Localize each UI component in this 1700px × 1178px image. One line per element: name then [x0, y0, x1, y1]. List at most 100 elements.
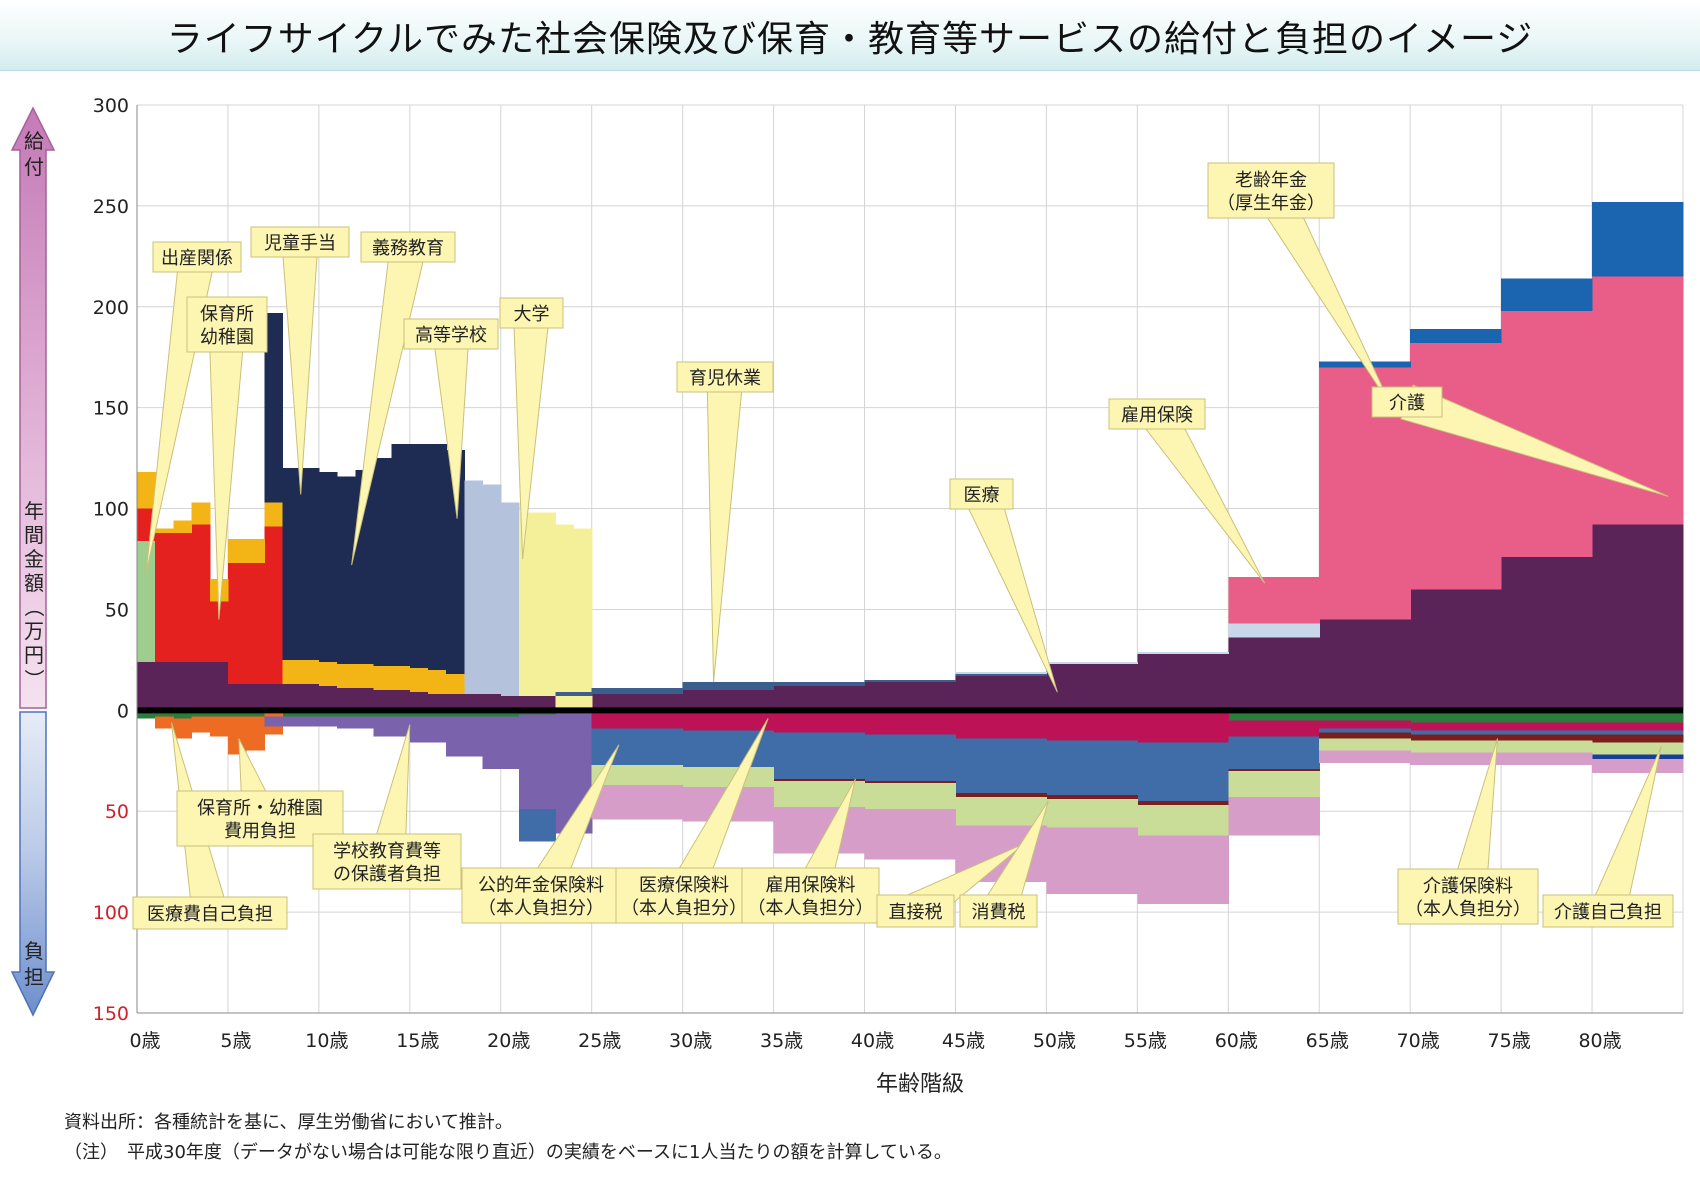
bar-segment [1501, 278, 1593, 311]
bar-segment [191, 710, 211, 717]
bar-segment [264, 312, 284, 503]
callout-label: 消費税 [972, 902, 1026, 923]
callout: 介護自己負担 [1542, 746, 1674, 928]
bar-segment [137, 661, 156, 711]
bar-segment [264, 716, 302, 727]
bar-segment [446, 716, 484, 757]
bar-segment [1228, 577, 1320, 624]
bar-segment [1319, 728, 1411, 733]
x-axis-label: 年齢階級 [876, 1072, 964, 1097]
y-tick-label: 100 [93, 499, 129, 521]
callout-cover [134, 898, 286, 928]
y-tick-label: 0 [117, 700, 129, 722]
callout-label: 出産関係 [161, 248, 233, 269]
bar-segment [955, 674, 1048, 677]
bar-segment [264, 502, 284, 527]
bar-segment [1319, 619, 1411, 711]
callout: 医療 [949, 478, 1058, 693]
bar-segment [227, 710, 247, 717]
callout-label: 高等学校 [415, 325, 487, 346]
title-bar: ライフサイクルでみた社会保険及び保育・教育等サービスの給付と負担のイメージ [0, 0, 1700, 71]
bar-segment [300, 468, 320, 660]
burden-label: 負担 [24, 939, 44, 989]
bar-segment [1137, 742, 1229, 802]
bar-segment [955, 797, 1048, 826]
bar-segment [1410, 343, 1502, 590]
callout: 医療保険料（本人負担分） [615, 718, 769, 924]
bar-segment [1319, 732, 1411, 739]
bar-segment [1046, 661, 1138, 664]
bar-segment [391, 690, 411, 711]
callout-label: （本人負担分） [748, 898, 874, 919]
bar-segment [1501, 730, 1593, 735]
callout: 高等学校 [403, 318, 499, 519]
burden-arrow [10, 711, 56, 1017]
y-tick-label: 150 [93, 398, 129, 420]
bar-segment [1137, 653, 1229, 711]
bar-segment [209, 601, 229, 662]
bar-segment [191, 716, 211, 733]
bar-segment [246, 684, 265, 711]
bar-segment [1137, 712, 1229, 743]
callout-label: 雇用保険料 [766, 875, 856, 896]
bar-segment [1319, 750, 1411, 763]
bar-segment [446, 674, 465, 695]
bar-segment [864, 782, 957, 810]
callout-cover [154, 243, 240, 271]
callout-cover [1399, 870, 1537, 923]
x-tick-label: 20歳 [487, 1030, 530, 1052]
callout-cover [252, 228, 348, 256]
bar-segment [337, 716, 375, 729]
bar-segment [1592, 734, 1684, 743]
burden-stack [137, 710, 1684, 905]
bar-segment [409, 692, 429, 711]
bar-segment [1046, 740, 1138, 796]
side-char: 金 [24, 547, 44, 571]
bar-segment [591, 712, 684, 729]
callout-label: （本人負担分） [478, 898, 604, 919]
callout-cover [362, 233, 454, 261]
benefit-stack [137, 201, 1684, 711]
bar-segment [591, 784, 684, 820]
bar-segment [373, 458, 393, 666]
bar-segment [428, 443, 447, 670]
callout-label: 保育所・幼稚園 [197, 798, 323, 819]
bar-segment [1228, 710, 1320, 721]
x-tick-label: 50歳 [1033, 1030, 1076, 1052]
callout-label: 直接税 [889, 902, 943, 923]
bar-segment [518, 714, 556, 810]
bar-segment [1137, 801, 1229, 806]
bar-segment [391, 665, 411, 691]
bar-segment [373, 710, 411, 717]
bar-segment [209, 710, 229, 717]
bar-segment [1137, 835, 1229, 905]
callout: 大学 [499, 297, 564, 560]
bar-segment [1410, 752, 1502, 765]
bar-segment [1592, 754, 1684, 759]
bar-segment [155, 661, 174, 711]
bar-segment [682, 682, 775, 691]
bar-segment [555, 524, 575, 711]
callout: 育児休業 [676, 361, 774, 683]
bar-segment [482, 484, 502, 695]
bar-segment [955, 676, 1048, 711]
bar-segment [1228, 637, 1320, 711]
callout-cover [1373, 388, 1441, 416]
bar-segment [428, 669, 447, 695]
side-char: 給 [24, 129, 44, 153]
bar-segment [1410, 722, 1502, 731]
benefit-label: 給付 [24, 129, 44, 179]
bar-segment [282, 659, 302, 685]
bar-segment [428, 694, 447, 711]
side-char: 年 [24, 499, 44, 523]
callout-label: （厚生年金） [1217, 193, 1325, 214]
chart-title: ライフサイクルでみた社会保険及び保育・教育等サービスの給付と負担のイメージ [166, 19, 1534, 60]
bar-segment [264, 526, 284, 685]
footnote: （注） 平成30年度（データがない場合は可能な限り直近）の実績をベースに1人当た… [64, 1142, 952, 1163]
callout-label: 医療費自己負担 [147, 904, 273, 925]
callout-cover [678, 363, 772, 391]
callout-label: 保育所 [200, 304, 254, 325]
bar-segment [373, 665, 393, 691]
x-tick-label: 70歳 [1397, 1030, 1440, 1052]
